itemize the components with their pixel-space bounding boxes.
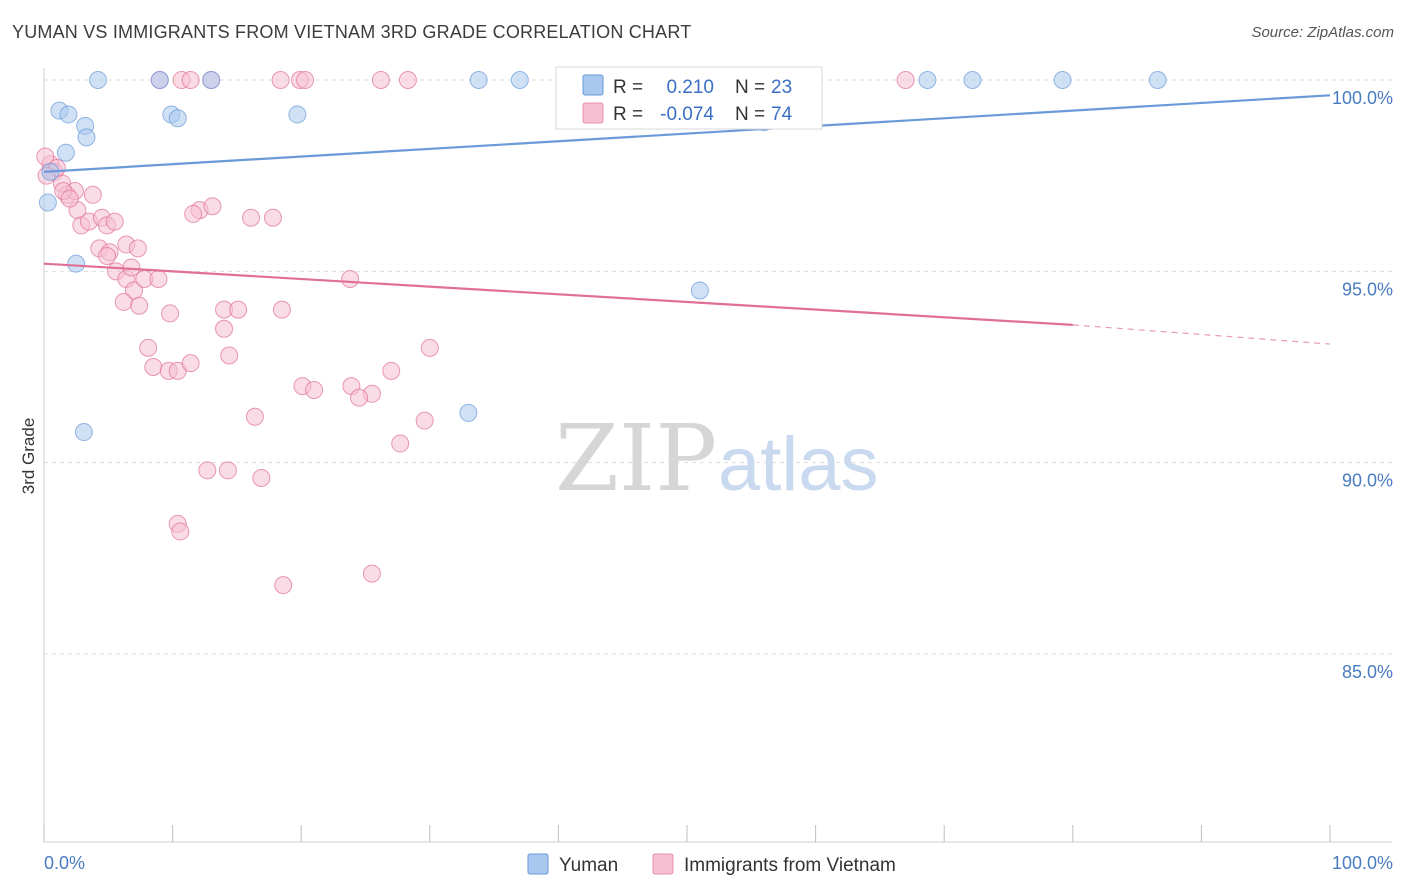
data-point — [469, 71, 488, 89]
data-point — [510, 71, 529, 89]
legend-r-value-1: 0.210 — [666, 77, 714, 98]
data-point — [415, 411, 434, 430]
trend-line — [43, 94, 1331, 173]
data-point — [130, 296, 149, 315]
data-point — [350, 388, 369, 407]
series-legend: Yuman Immigrants from Vietnam — [527, 853, 896, 876]
data-point — [59, 105, 78, 124]
y-axis-label: 3rd Grade — [19, 418, 38, 495]
axes — [43, 68, 1392, 843]
data-point — [181, 354, 200, 373]
bottom-legend-swatch-yuman — [527, 853, 549, 875]
source-label: Source: ZipAtlas.com — [1251, 24, 1394, 41]
legend-r-label-2: R = — [613, 104, 643, 125]
data-point — [128, 239, 147, 258]
x-tick-label: 100.0% — [1332, 853, 1393, 873]
data-point — [242, 208, 261, 227]
data-point — [272, 300, 291, 319]
data-point — [203, 197, 222, 216]
legend-n-label-2: N = — [735, 104, 765, 125]
chart-title: YUMAN VS IMMIGRANTS FROM VIETNAM 3RD GRA… — [12, 22, 692, 42]
legend-n-value-2: 74 — [771, 104, 793, 125]
watermark: ZIP atlas — [555, 405, 879, 512]
data-point — [459, 403, 478, 422]
data-point — [139, 338, 158, 357]
data-point — [184, 204, 203, 223]
trend-line — [43, 262, 1073, 327]
data-point — [252, 468, 271, 487]
data-point — [83, 185, 102, 204]
x-tick-label: 0.0% — [44, 853, 85, 873]
data-point — [896, 71, 915, 89]
data-point — [271, 71, 290, 89]
bottom-legend-vietnam: Immigrants from Vietnam — [684, 855, 896, 876]
grid-lines — [44, 79, 1392, 655]
data-point — [420, 338, 439, 357]
data-point — [1148, 71, 1167, 89]
data-point — [690, 281, 709, 300]
legend-r-label-1: R = — [613, 77, 643, 98]
data-point — [274, 576, 293, 595]
data-point — [198, 461, 217, 480]
data-point — [105, 212, 124, 231]
data-point — [263, 208, 282, 227]
data-point — [36, 147, 55, 166]
data-point — [60, 189, 79, 208]
legend-r-value-2: -0.074 — [660, 104, 714, 125]
y-tick-labels: 100.0% 95.0% 90.0% 85.0% — [1332, 88, 1393, 682]
data-point — [144, 358, 163, 376]
y-tick-label: 85.0% — [1342, 662, 1393, 682]
legend-swatch-yuman — [582, 74, 604, 96]
data-point — [362, 564, 381, 583]
data-point — [229, 300, 248, 319]
data-point — [202, 71, 221, 89]
data-point — [171, 522, 190, 541]
data-point — [963, 71, 982, 89]
data-point — [305, 380, 324, 399]
data-point — [245, 407, 264, 426]
legend-swatch-vietnam — [582, 102, 604, 124]
bottom-legend-swatch-vietnam — [652, 853, 674, 875]
bottom-legend-yuman: Yuman — [559, 855, 618, 876]
data-point — [161, 304, 180, 323]
data-point — [918, 71, 937, 89]
data-point — [56, 143, 75, 162]
correlation-legend: R = 0.210 N = 23 R = -0.074 N = 74 — [555, 66, 823, 130]
data-point — [150, 71, 169, 89]
y-tick-label: 90.0% — [1342, 471, 1393, 491]
data-point — [98, 247, 117, 266]
y-tick-label: 95.0% — [1342, 279, 1393, 299]
data-point — [89, 71, 108, 89]
data-point — [168, 109, 187, 128]
trend-lines — [43, 94, 1331, 345]
watermark-zip: ZIP — [555, 405, 717, 512]
data-point — [149, 269, 168, 288]
data-point — [288, 105, 307, 124]
data-point — [391, 434, 410, 453]
data-points — [36, 71, 1167, 595]
watermark-atlas: atlas — [718, 422, 879, 507]
legend-n-label-1: N = — [735, 77, 765, 98]
data-point — [218, 461, 237, 480]
data-point — [215, 319, 234, 338]
trend-line-extension — [1072, 324, 1331, 345]
data-point — [181, 71, 200, 89]
data-point — [341, 269, 360, 288]
legend-n-value-1: 23 — [771, 77, 792, 98]
data-point — [296, 71, 315, 89]
y-tick-label: 100.0% — [1332, 88, 1393, 108]
data-point — [38, 193, 57, 212]
x-tick-labels: 0.0% 100.0% — [44, 853, 1393, 873]
data-point — [74, 423, 93, 442]
data-point — [67, 254, 86, 273]
data-point — [1053, 71, 1072, 89]
data-point — [77, 128, 96, 147]
data-point — [114, 292, 133, 311]
data-point — [382, 361, 401, 380]
data-point — [398, 71, 417, 89]
data-point — [220, 346, 239, 365]
data-point — [371, 71, 390, 89]
